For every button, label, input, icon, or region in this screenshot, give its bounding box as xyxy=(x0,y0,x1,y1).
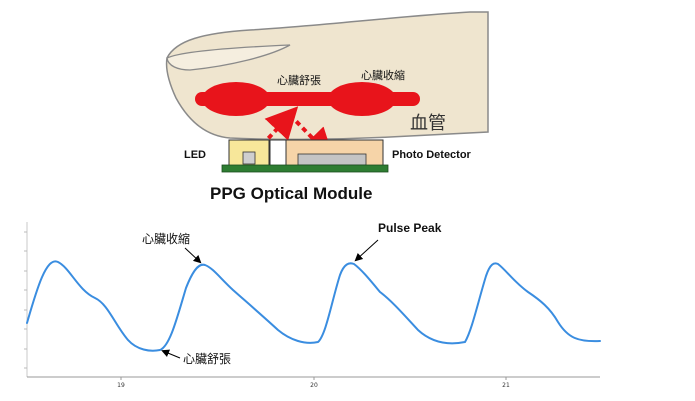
label-diastole-top: 心臟舒張 xyxy=(277,73,321,87)
annotation-diastole: 心臟舒張 xyxy=(183,352,231,366)
tick-label-20: 20 xyxy=(310,382,318,389)
blood-vessel xyxy=(195,82,420,116)
circuit-board xyxy=(221,164,389,173)
label-photo-detector: Photo Detector xyxy=(392,149,472,161)
led-chip xyxy=(242,151,256,165)
ppg-wave xyxy=(26,260,601,352)
label-vessel: 血管 xyxy=(410,113,446,134)
spacer-block xyxy=(269,139,287,167)
annotation-systole: 心臟收縮 xyxy=(142,231,190,246)
label-systole-top: 心臟收縮 xyxy=(361,68,405,82)
detector-chip xyxy=(297,153,367,166)
tick-label-21: 21 xyxy=(502,382,510,389)
fingernail xyxy=(166,44,291,71)
optical-module xyxy=(221,139,389,173)
label-led: LED xyxy=(184,149,206,161)
tick-label-19: 19 xyxy=(117,382,125,389)
x-ticks xyxy=(120,377,507,380)
annotation-pulse-peak: Pulse Peak xyxy=(378,221,442,235)
waveform-plot: 19 20 21 xyxy=(24,222,601,389)
annotation-arrows xyxy=(161,239,379,359)
module-caption: PPG Optical Module xyxy=(210,184,372,203)
y-ticks xyxy=(24,231,27,369)
